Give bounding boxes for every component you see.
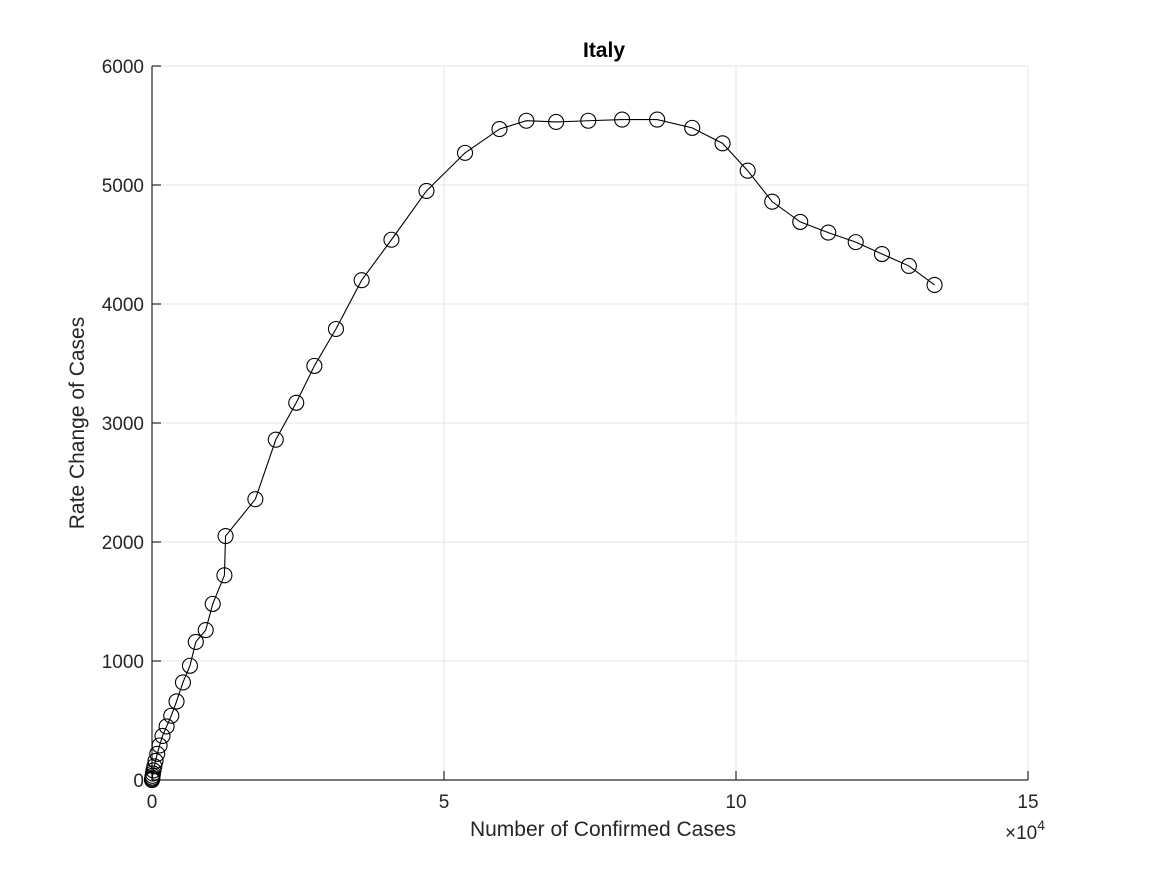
tick-labels: 0 5 10 15 0 1000 2000 3000 4000 5000 6000 <box>102 57 1039 813</box>
data-point <box>739 162 756 179</box>
data-point <box>151 737 168 754</box>
y-tick-label: 3000 <box>102 414 144 435</box>
data-point <box>168 693 185 710</box>
series <box>143 111 943 789</box>
data-point <box>149 745 166 762</box>
y-tick-label: 5000 <box>102 176 144 197</box>
x-tick-label: 5 <box>439 792 450 813</box>
data-point <box>174 674 192 691</box>
data-point <box>456 144 474 161</box>
y-axis-label: Rate Change of Cases <box>66 317 89 529</box>
data-point <box>847 234 864 251</box>
data-point <box>187 633 204 651</box>
y-tick-label: 6000 <box>102 57 144 78</box>
data-point <box>288 394 305 411</box>
x-tick-label: 10 <box>725 792 746 813</box>
data-point <box>267 431 284 448</box>
data-point <box>197 622 214 639</box>
y-tick-label: 1000 <box>102 652 144 673</box>
data-point <box>548 113 565 130</box>
data-point <box>217 527 234 545</box>
axes <box>151 65 1029 781</box>
data-point <box>327 320 345 338</box>
data-point <box>518 112 535 129</box>
data-point <box>764 193 781 210</box>
data-point <box>204 595 221 612</box>
chart-title: Italy <box>583 39 625 62</box>
x-tick-label: 0 <box>147 792 158 813</box>
data-point <box>926 276 943 294</box>
data-point <box>792 213 809 230</box>
x-tick-label: 15 <box>1017 792 1038 813</box>
grid <box>152 66 1028 780</box>
x-axis-exponent: ×104 <box>1005 817 1045 844</box>
data-point <box>684 119 701 136</box>
data-point <box>247 491 264 508</box>
data-point <box>146 758 163 775</box>
x-axis-exponent-base: ×10 <box>1005 823 1037 844</box>
x-axis-exponent-power: 4 <box>1037 817 1045 833</box>
x-axis-label: Number of Confirmed Cases <box>470 818 736 841</box>
series-line <box>151 119 935 781</box>
data-point <box>181 657 199 674</box>
data-point <box>580 112 597 129</box>
data-point <box>383 231 400 248</box>
data-point <box>614 111 631 128</box>
data-point <box>147 752 164 770</box>
data-point <box>418 182 435 199</box>
data-point <box>216 567 233 584</box>
data-point <box>158 718 175 735</box>
data-point <box>873 245 891 263</box>
data-point <box>900 257 917 274</box>
data-point <box>154 727 171 745</box>
data-point <box>649 111 666 128</box>
y-tick-label: 2000 <box>102 533 144 554</box>
y-tick-label: 4000 <box>102 295 144 316</box>
data-point <box>714 135 731 152</box>
data-point <box>353 272 370 289</box>
y-tick-label: 0 <box>133 771 144 792</box>
data-point <box>491 121 508 138</box>
data-point <box>306 357 323 374</box>
data-point <box>820 224 837 241</box>
data-point <box>163 707 180 724</box>
